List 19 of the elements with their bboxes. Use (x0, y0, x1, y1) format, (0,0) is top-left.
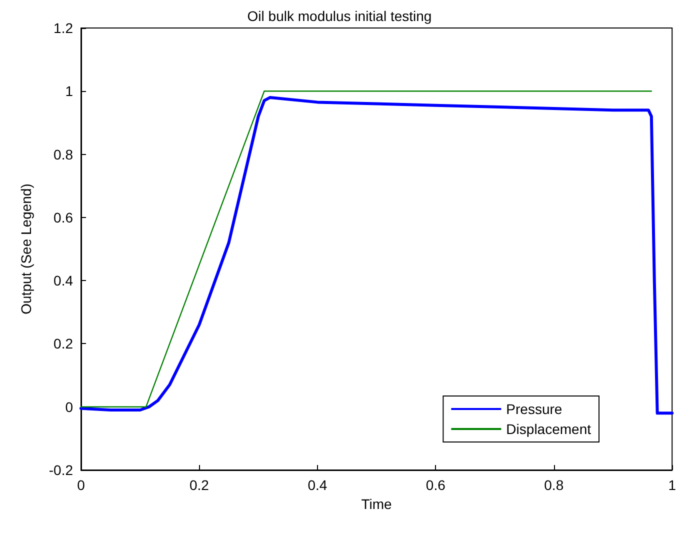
y-tick-label: 0.6 (54, 209, 74, 226)
x-tick-label: 0 (77, 477, 86, 493)
y-tick-label: 0.4 (54, 272, 74, 289)
legend-label: Pressure (506, 401, 562, 417)
y-tick-label: 0 (65, 398, 74, 415)
y-tick-label: 0.2 (54, 336, 74, 352)
chart-title: Oil bulk modulus initial testing (247, 8, 432, 24)
x-tick-label: 0.4 (308, 477, 328, 493)
y-tick-label: 0.8 (54, 146, 74, 162)
legend-label: Displacement (506, 421, 592, 437)
y-axis-title: Output (See Legend) (18, 184, 34, 314)
y-tick-label: -0.2 (48, 462, 74, 478)
y-tick-label: 1.2 (54, 20, 74, 36)
x-axis-title: Time (361, 496, 392, 512)
x-tick-label: 0.8 (544, 477, 564, 493)
x-tick-label: 0.2 (189, 477, 210, 493)
x-tick-label: 1 (668, 477, 676, 493)
x-tick-label: 0.6 (426, 477, 446, 493)
y-tick-label: 1 (65, 83, 74, 100)
